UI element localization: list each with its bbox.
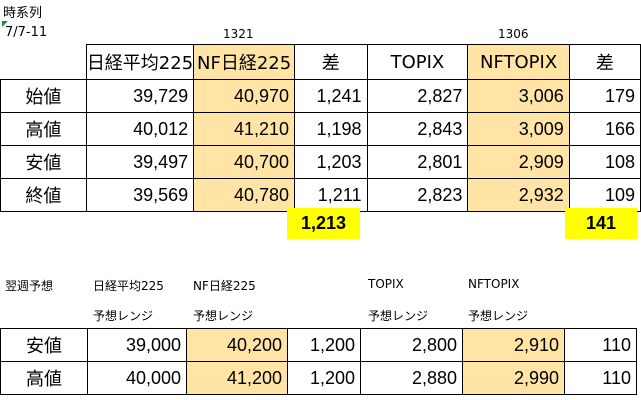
code-left: 1321 [223,27,254,41]
nf225-value: 41,210 [193,112,296,146]
diff1-value: 1,241 [294,79,368,113]
topix-value: 2,827 [366,79,469,113]
n225-value: 39,569 [85,178,195,212]
nftopix-value: 2,932 [467,178,570,212]
code-right: 1306 [498,27,529,41]
table-row: 安値 39,497 40,700 1,203 2,801 2,909 108 [0,145,641,179]
table-row: 安値 39,000 40,200 1,200 2,800 2,910 110 [0,328,637,362]
weekly-price-table: 日経平均225 NF日経225 差 TOPIX NFTOPIX 差 始値 39,… [0,44,641,212]
nftopix-value: 2,910 [462,328,565,362]
range-label-n225: 予想レンジ [93,309,154,323]
forecast-title-n225: 日経平均225 [93,279,164,293]
date-range: 7/7-11 [5,25,48,40]
row-label: 高値 [0,361,88,395]
diff2-value: 179 [568,79,641,113]
nftopix-value: 3,009 [467,112,570,146]
header-nftopix: NFTOPIX [467,44,570,80]
n225-value: 39,000 [87,328,187,362]
forecast-title-nf225: NF日経225 [193,279,256,293]
header-row: 日経平均225 NF日経225 差 TOPIX NFTOPIX 差 [0,44,641,80]
table-row: 始値 39,729 40,970 1,241 2,827 3,006 179 [0,79,641,113]
diff2-value: 109 [568,178,641,212]
diff1-value: 1,203 [294,145,368,179]
nf225-value: 40,700 [193,145,296,179]
row-label: 安値 [0,328,88,362]
corner-cell [0,44,87,80]
table-row: 終値 39,569 40,780 1,211 2,823 2,932 109 [0,178,641,212]
nf225-value: 41,200 [186,361,288,395]
topix-value: 2,880 [360,361,463,395]
range-label-topix: 予想レンジ [368,309,429,323]
header-nf225: NF日経225 [193,44,296,80]
diff2-value: 108 [568,145,641,179]
topix-value: 2,800 [360,328,463,362]
diff1-value: 1,200 [287,328,361,362]
cell-comment-marker [2,21,8,27]
n225-value: 39,497 [85,145,195,179]
diff1-value: 1,200 [287,361,361,395]
nf225-value: 40,970 [193,79,296,113]
nftopix-value: 2,990 [462,361,565,395]
forecast-label: 翌週予想 [5,279,54,293]
header-diff1: 差 [294,44,368,80]
avg-diff2: 141 [565,208,637,239]
row-label: 高値 [0,112,87,146]
n225-value: 39,729 [85,79,195,113]
row-label: 安値 [0,145,87,179]
sheet-title: 時系列 [3,6,43,21]
n225-value: 40,000 [87,361,187,395]
diff2-value: 110 [564,361,637,395]
range-label-nf225: 予想レンジ [193,309,254,323]
nftopix-value: 3,006 [467,79,570,113]
forecast-title-nftopix: NFTOPIX [468,277,520,291]
nf225-value: 40,200 [186,328,288,362]
diff1-value: 1,198 [294,112,368,146]
header-topix: TOPIX [366,44,469,80]
n225-value: 40,012 [85,112,195,146]
topix-value: 2,823 [366,178,469,212]
range-label-nftopix: 予想レンジ [468,309,529,323]
forecast-table: 安値 39,000 40,200 1,200 2,800 2,910 110 高… [0,328,637,395]
row-label: 終値 [0,178,87,212]
avg-diff1: 1,213 [287,208,360,239]
table-row: 高値 40,012 41,210 1,198 2,843 3,009 166 [0,112,641,146]
nftopix-value: 2,909 [467,145,570,179]
topix-value: 2,843 [366,112,469,146]
header-n225: 日経平均225 [85,44,195,80]
forecast-title-topix: TOPIX [368,277,404,291]
topix-value: 2,801 [366,145,469,179]
diff2-value: 166 [568,112,641,146]
table-row: 高値 40,000 41,200 1,200 2,880 2,990 110 [0,361,637,395]
diff2-value: 110 [564,328,637,362]
nf225-value: 40,780 [193,178,296,212]
header-diff2: 差 [568,44,641,80]
diff1-value: 1,211 [294,178,368,212]
row-label: 始値 [0,79,87,113]
